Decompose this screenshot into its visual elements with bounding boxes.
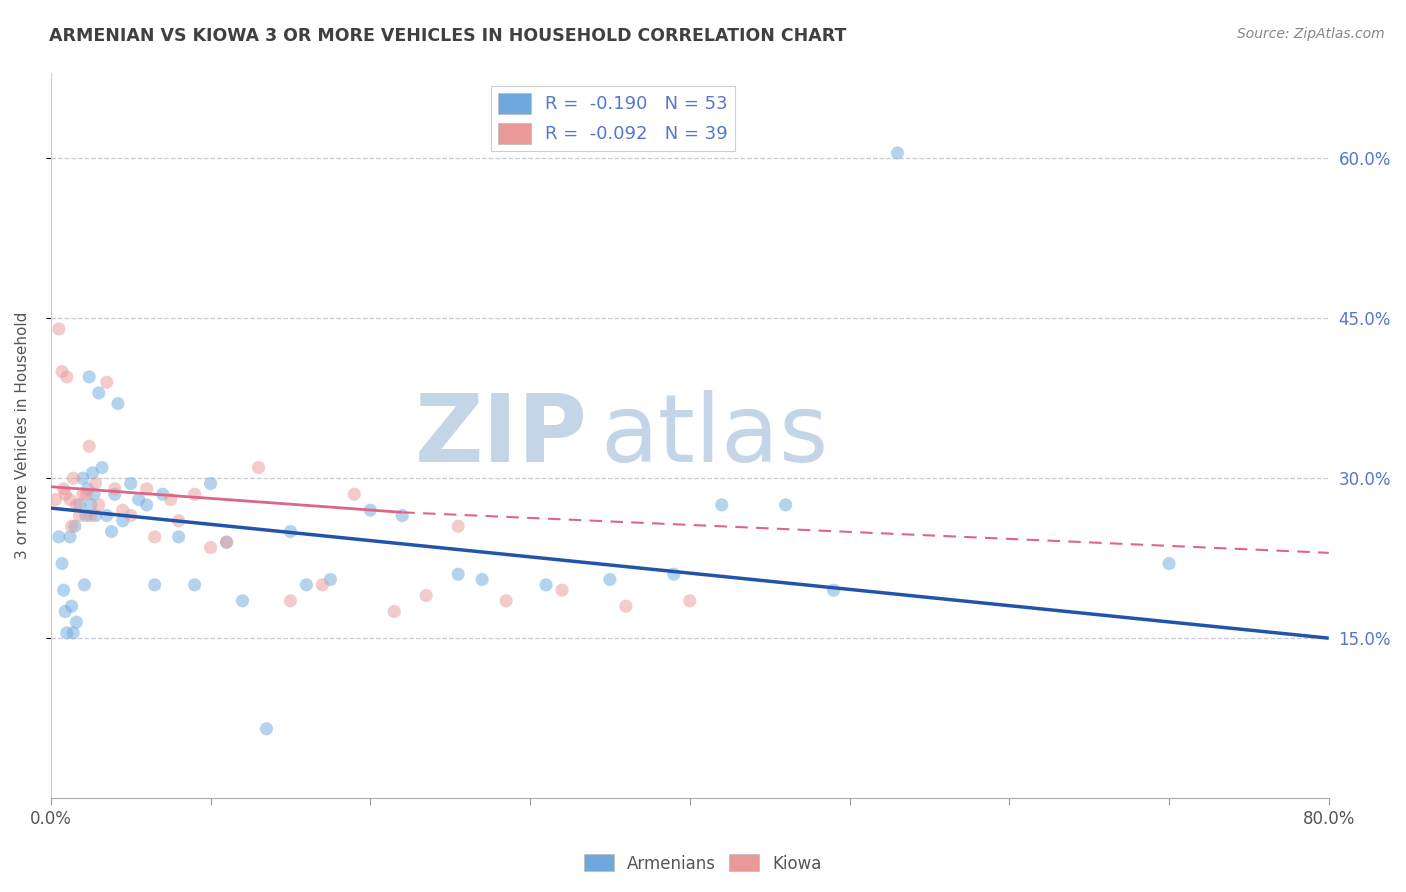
Point — [111, 503, 134, 517]
Point — [84, 476, 107, 491]
Point — [152, 487, 174, 501]
Point — [87, 498, 110, 512]
Point — [183, 578, 205, 592]
Point — [69, 508, 91, 523]
Point — [662, 567, 685, 582]
Point — [551, 583, 574, 598]
Point — [53, 605, 76, 619]
Point — [343, 487, 366, 501]
Point — [52, 482, 75, 496]
Point — [775, 498, 797, 512]
Point — [45, 492, 67, 507]
Point — [107, 396, 129, 410]
Point — [100, 524, 122, 539]
Point — [823, 583, 845, 598]
Point — [52, 583, 75, 598]
Point — [886, 145, 908, 160]
Point — [53, 487, 76, 501]
Point — [447, 567, 470, 582]
Point — [80, 498, 103, 512]
Point — [96, 508, 118, 523]
Point — [62, 625, 84, 640]
Point — [231, 594, 253, 608]
Point — [60, 519, 83, 533]
Point — [135, 498, 157, 512]
Point — [87, 385, 110, 400]
Point — [65, 615, 87, 630]
Point — [679, 594, 702, 608]
Point — [534, 578, 557, 592]
Point — [51, 557, 73, 571]
Point — [247, 460, 270, 475]
Point — [280, 594, 302, 608]
Legend: R =  -0.190   N = 53, R =  -0.092   N = 39: R = -0.190 N = 53, R = -0.092 N = 39 — [491, 86, 735, 151]
Point — [84, 508, 107, 523]
Point — [104, 482, 127, 496]
Point — [128, 492, 150, 507]
Point — [73, 578, 96, 592]
Point — [471, 573, 494, 587]
Point — [599, 573, 621, 587]
Point — [56, 625, 79, 640]
Point — [415, 589, 437, 603]
Text: ZIP: ZIP — [415, 390, 588, 482]
Point — [59, 492, 82, 507]
Point — [710, 498, 733, 512]
Point — [63, 519, 86, 533]
Point — [167, 514, 190, 528]
Point — [311, 578, 333, 592]
Point — [135, 482, 157, 496]
Point — [111, 514, 134, 528]
Point — [200, 476, 222, 491]
Point — [215, 535, 238, 549]
Point — [51, 365, 73, 379]
Point — [48, 322, 70, 336]
Point — [60, 599, 83, 614]
Point — [80, 508, 103, 523]
Point — [62, 471, 84, 485]
Point — [359, 503, 381, 517]
Point — [96, 376, 118, 390]
Point — [295, 578, 318, 592]
Point — [75, 487, 97, 501]
Point — [159, 492, 181, 507]
Legend: Armenians, Kiowa: Armenians, Kiowa — [576, 847, 830, 880]
Point — [391, 508, 413, 523]
Point — [1157, 557, 1180, 571]
Point — [143, 578, 166, 592]
Point — [200, 541, 222, 555]
Point — [48, 530, 70, 544]
Point — [91, 460, 114, 475]
Point — [77, 370, 100, 384]
Point — [183, 487, 205, 501]
Point — [59, 530, 82, 544]
Point — [143, 530, 166, 544]
Point — [280, 524, 302, 539]
Point — [167, 530, 190, 544]
Point — [495, 594, 517, 608]
Point — [75, 508, 97, 523]
Point — [256, 722, 278, 736]
Text: ARMENIAN VS KIOWA 3 OR MORE VEHICLES IN HOUSEHOLD CORRELATION CHART: ARMENIAN VS KIOWA 3 OR MORE VEHICLES IN … — [49, 27, 846, 45]
Point — [614, 599, 637, 614]
Point — [319, 573, 342, 587]
Point — [56, 370, 79, 384]
Point — [72, 471, 94, 485]
Point — [104, 487, 127, 501]
Point — [65, 498, 87, 512]
Point — [69, 498, 91, 512]
Text: atlas: atlas — [600, 390, 828, 482]
Point — [83, 487, 105, 501]
Point — [215, 535, 238, 549]
Point — [382, 605, 405, 619]
Point — [76, 482, 98, 496]
Point — [447, 519, 470, 533]
Point — [120, 508, 142, 523]
Y-axis label: 3 or more Vehicles in Household: 3 or more Vehicles in Household — [15, 312, 30, 559]
Text: Source: ZipAtlas.com: Source: ZipAtlas.com — [1237, 27, 1385, 41]
Point — [72, 487, 94, 501]
Point — [120, 476, 142, 491]
Point — [77, 439, 100, 453]
Point — [82, 466, 104, 480]
